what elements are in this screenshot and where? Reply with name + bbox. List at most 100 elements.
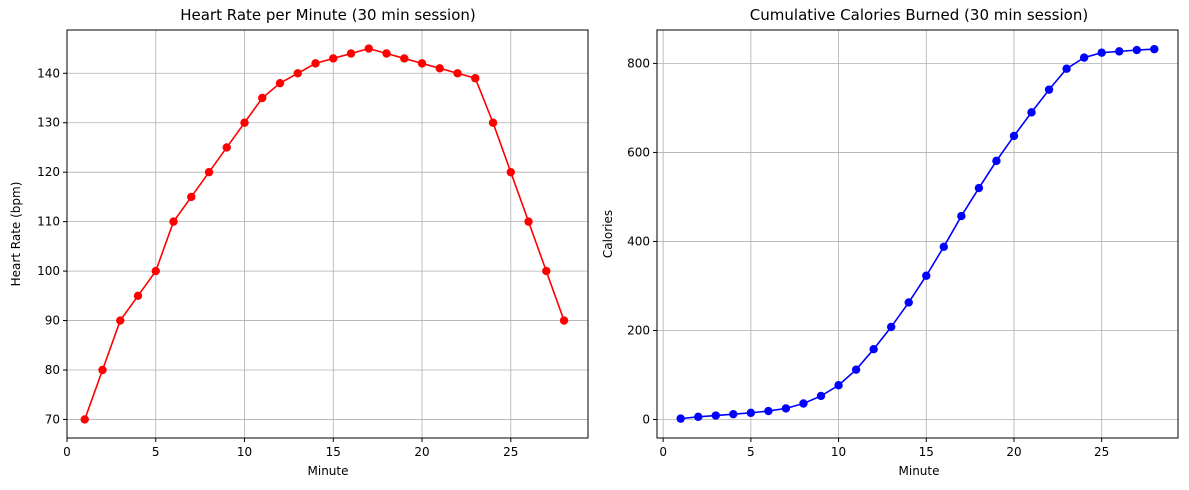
data-point <box>435 64 444 73</box>
y-tick-label: 600 <box>627 145 650 159</box>
data-point <box>382 49 391 58</box>
x-tick-label: 15 <box>919 445 934 459</box>
x-axis-label: Minute <box>308 464 349 478</box>
data-point <box>453 69 462 78</box>
x-tick-label: 25 <box>503 445 518 459</box>
y-axis-ticks: 0 200 400 600 800 <box>627 56 657 427</box>
data-point <box>364 44 373 53</box>
data-point <box>816 391 826 401</box>
data-point <box>904 298 913 307</box>
x-tick-label: 5 <box>747 445 755 459</box>
chart-title: Cumulative Calories Burned (30 min sessi… <box>750 6 1088 24</box>
data-point <box>329 54 338 63</box>
grid <box>657 30 1178 438</box>
x-tick-label: 10 <box>237 445 252 459</box>
data-point <box>275 78 285 88</box>
data-point <box>1044 85 1054 94</box>
calories-series <box>676 44 1159 423</box>
chart-title: Heart Rate per Minute (30 min session) <box>180 6 476 24</box>
data-point <box>869 344 878 354</box>
data-point <box>922 271 931 280</box>
y-axis-label: Calories <box>601 210 615 258</box>
data-point <box>974 183 984 193</box>
y-tick-label: 140 <box>37 66 60 80</box>
y-tick-label: 130 <box>37 116 60 130</box>
y-axis-label: Heart Rate (bpm) <box>9 182 23 287</box>
x-tick-label: 20 <box>1006 445 1021 459</box>
data-point <box>488 118 498 127</box>
heart-rate-series <box>80 44 569 424</box>
data-point <box>957 211 966 221</box>
y-tick-label: 0 <box>642 413 650 427</box>
data-point <box>939 242 949 251</box>
x-tick-label: 5 <box>152 445 160 459</box>
y-tick-label: 80 <box>45 363 60 377</box>
y-tick-label: 120 <box>37 165 60 179</box>
data-point <box>764 406 773 416</box>
data-point <box>729 409 738 419</box>
data-point <box>1062 64 1071 73</box>
x-tick-label: 15 <box>326 445 341 459</box>
data-point <box>746 408 756 418</box>
data-point <box>80 415 89 424</box>
y-axis-ticks: 70 80 90 100 110 120 130 140 <box>37 66 67 426</box>
data-point <box>542 266 551 276</box>
data-point <box>834 381 843 390</box>
data-point <box>799 399 808 408</box>
data-point <box>694 412 703 422</box>
data-point <box>98 365 107 375</box>
y-tick-label: 100 <box>37 264 60 278</box>
data-point <box>1097 48 1106 57</box>
data-point <box>781 404 791 413</box>
data-point <box>151 266 160 276</box>
data-point <box>400 54 409 63</box>
data-point <box>676 414 685 423</box>
data-point <box>116 316 125 325</box>
data-point <box>1150 44 1159 54</box>
plot-frame <box>66 29 589 439</box>
x-tick-label: 25 <box>1094 445 1109 459</box>
data-point <box>187 192 196 202</box>
series-line <box>680 48 1155 420</box>
x-tick-label: 20 <box>414 445 429 459</box>
data-point <box>169 217 178 226</box>
x-axis-label: Minute <box>899 464 940 478</box>
x-axis-ticks: 0 5 10 15 20 25 <box>659 438 1109 459</box>
data-point <box>711 411 720 420</box>
data-point <box>559 316 569 325</box>
data-point <box>240 118 249 127</box>
data-point <box>258 93 267 103</box>
y-tick-label: 70 <box>45 412 60 426</box>
x-tick-label: 10 <box>831 445 846 459</box>
data-point <box>506 167 515 177</box>
y-tick-label: 400 <box>627 234 650 248</box>
x-axis-ticks: 0 5 10 15 20 25 <box>63 438 518 459</box>
y-tick-label: 90 <box>45 314 60 328</box>
data-point <box>992 156 1001 166</box>
y-tick-label: 800 <box>627 56 650 70</box>
data-point <box>524 217 533 226</box>
plot-frame <box>656 29 1179 439</box>
data-point <box>1009 131 1019 141</box>
data-point <box>1115 47 1124 56</box>
y-tick-label: 110 <box>37 215 60 229</box>
data-point <box>346 49 356 58</box>
heart-rate-chart: Heart Rate per Minute (30 min session) 0… <box>9 6 589 478</box>
data-point <box>417 59 427 68</box>
data-point <box>471 74 480 83</box>
data-point <box>133 291 143 301</box>
data-point <box>311 59 320 68</box>
data-point <box>204 167 214 177</box>
data-point <box>1079 53 1089 62</box>
y-tick-label: 200 <box>627 323 650 337</box>
data-point <box>222 143 231 152</box>
data-point <box>886 322 896 332</box>
series-line <box>83 47 565 420</box>
calories-chart: Cumulative Calories Burned (30 min sessi… <box>601 6 1179 478</box>
data-point <box>1132 45 1141 55</box>
data-point <box>293 69 302 78</box>
x-tick-label: 0 <box>63 445 71 459</box>
data-point <box>1027 108 1036 117</box>
